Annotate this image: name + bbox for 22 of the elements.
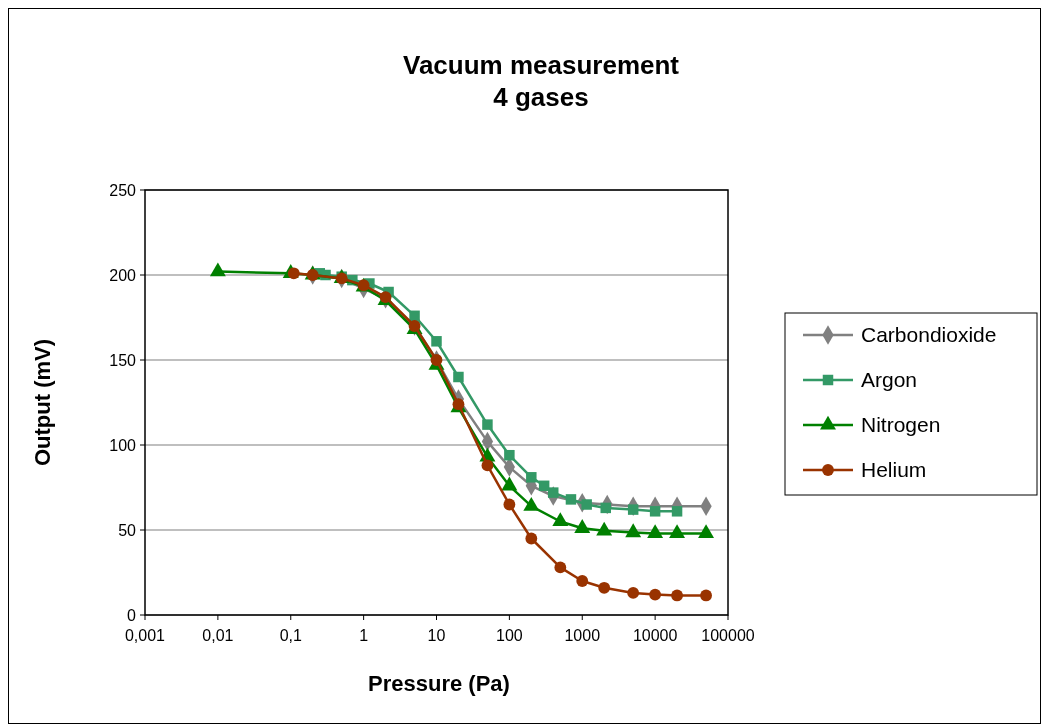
- x-tick-label: 10000: [632, 627, 678, 644]
- legend-label: Helium: [861, 458, 927, 482]
- x-tick-label: 0,1: [279, 627, 302, 644]
- x-tick-label: 1000: [564, 627, 601, 644]
- chart-title: Vacuum measurement 4 gases: [402, 50, 680, 112]
- x-tick-label: 10: [427, 627, 446, 644]
- y-axis-title: Output (mV): [30, 338, 55, 467]
- y-tick-label: 0: [127, 606, 137, 624]
- x-tick-label: 1: [359, 627, 369, 644]
- y-tick-label: 250: [109, 181, 137, 199]
- legend-label: Argon: [861, 368, 918, 392]
- y-tick-label: 50: [118, 521, 137, 539]
- y-tick-label: 150: [109, 351, 137, 369]
- x-tick-label: 0,01: [202, 627, 234, 644]
- x-tick-label: 100000: [701, 627, 755, 644]
- y-tick-label: 200: [109, 266, 137, 284]
- x-tick-label: 0,001: [124, 627, 166, 644]
- legend-label: Carbondioxide: [861, 323, 997, 347]
- y-tick-label: 100: [109, 436, 137, 454]
- x-tick-label: 100: [496, 627, 523, 644]
- legend-label: Nitrogen: [861, 413, 941, 437]
- x-axis-title: Pressure (Pa): [368, 671, 510, 696]
